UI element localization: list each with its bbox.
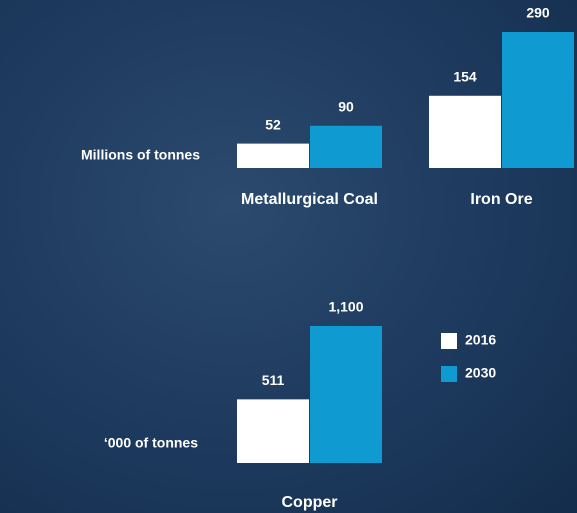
legend-label: 2016 bbox=[465, 332, 496, 348]
legend-label: 2030 bbox=[465, 365, 496, 381]
value-label: 290 bbox=[526, 5, 550, 21]
bar bbox=[237, 144, 309, 168]
axis-label: Millions of tonnes bbox=[81, 147, 200, 163]
bar bbox=[237, 399, 309, 463]
axis-label: ‘000 of tonnes bbox=[104, 435, 198, 451]
legend-swatch bbox=[441, 366, 457, 382]
legend-swatch bbox=[441, 333, 457, 349]
category-label: Copper bbox=[235, 492, 385, 513]
bar bbox=[310, 126, 382, 168]
value-label: 1,100 bbox=[328, 299, 363, 315]
category-label: Iron Ore bbox=[427, 189, 577, 211]
bar bbox=[502, 32, 574, 168]
bar bbox=[310, 326, 382, 463]
value-label: 511 bbox=[262, 372, 285, 388]
category-label: Metallurgical Coal bbox=[235, 189, 385, 211]
chart-page: Millions of tonnes 52 90 154 290 ‘000 of tonn… bbox=[0, 0, 577, 513]
value-label: 52 bbox=[265, 116, 281, 132]
bar bbox=[429, 96, 501, 168]
chart: Millions of tonnes 52 90 154 290 ‘000 of tonn… bbox=[0, 0, 577, 513]
value-label: 154 bbox=[453, 68, 477, 84]
value-label: 90 bbox=[338, 98, 354, 114]
